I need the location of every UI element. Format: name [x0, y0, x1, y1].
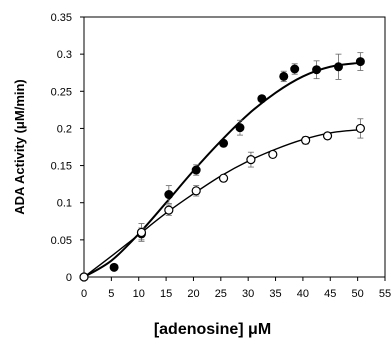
y-tick-label: 0.2 [57, 123, 72, 135]
x-tick-label: 20 [187, 288, 199, 300]
data-point-open [322, 131, 333, 141]
data-point-open [164, 205, 174, 215]
y-tick-label: 0.25 [51, 86, 72, 98]
data-point-open [268, 149, 278, 160]
data-point-open [301, 135, 311, 145]
axes: 0 0.05 0.1 0.15 0.2 0.25 0.3 0.35 0 5 10 15 20 25 30 35… [51, 12, 391, 300]
y-tick-label: 0.1 [57, 198, 72, 210]
x-tick-label: 0 [81, 288, 87, 300]
x-axis-title: [adenosine] μM [154, 321, 271, 338]
plot-frame [83, 16, 386, 278]
y-tick-label: 0.15 [51, 161, 72, 173]
x-tick-label: 50 [352, 288, 364, 300]
y-axis-title: ADA Activity (μM/min) [12, 79, 27, 215]
x-tick-label: 10 [133, 288, 145, 300]
x-tick-label: 40 [297, 288, 309, 300]
data-point-filled [235, 123, 245, 133]
data-point-filled [109, 262, 119, 272]
x-tick-label: 55 [379, 288, 391, 300]
data-point-filled [333, 62, 343, 72]
data-point-open [218, 173, 229, 183]
x-tick-label: 35 [269, 288, 281, 300]
data-point-open [191, 186, 201, 196]
data-point-filled [164, 190, 174, 200]
x-tick-label: 5 [108, 288, 114, 300]
x-tick-label: 45 [324, 288, 336, 300]
data-points [79, 57, 365, 282]
fit-curves [83, 61, 364, 278]
data-point-filled [355, 57, 365, 67]
data-point-open [79, 272, 89, 282]
fit-curve-2 [83, 128, 364, 278]
x-tick-label: 25 [215, 288, 227, 300]
data-point-filled [312, 65, 322, 75]
y-tick-label: 0.3 [57, 49, 72, 61]
x-tick-label: 30 [242, 288, 254, 300]
data-point-open [246, 155, 256, 165]
y-tick-label: 0.05 [51, 235, 72, 247]
data-point-open [355, 123, 365, 134]
y-tick-label: 0.35 [51, 12, 72, 24]
data-point-open [136, 227, 147, 238]
data-point-filled [219, 138, 229, 148]
data-point-filled [279, 71, 289, 81]
data-point-filled [191, 165, 201, 175]
y-tick-label: 0 [66, 272, 72, 284]
data-point-filled [290, 64, 300, 74]
data-point-filled [257, 94, 267, 104]
x-tick-label: 15 [160, 288, 172, 300]
